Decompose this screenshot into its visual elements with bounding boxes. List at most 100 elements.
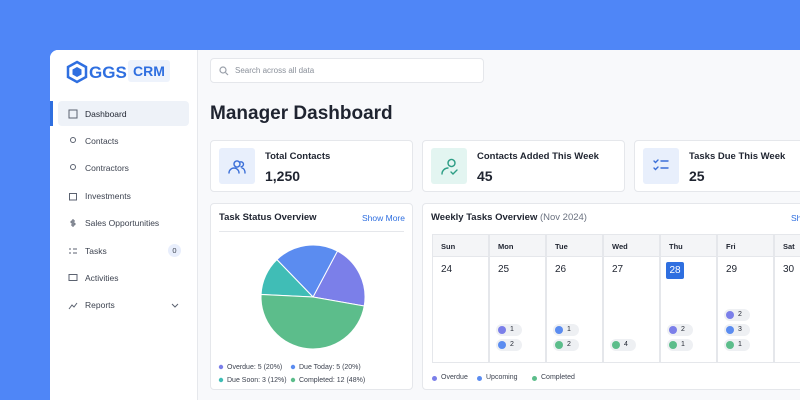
nav-item[interactable]: Contractors xyxy=(58,156,189,181)
event-dot xyxy=(669,326,677,334)
legend-swatch xyxy=(477,376,482,381)
day-header: Wed xyxy=(603,234,660,257)
day-cell[interactable]: 26 1 2 xyxy=(546,257,603,363)
event-badge[interactable]: 1 xyxy=(496,324,522,336)
nav-label: Investments xyxy=(85,190,131,201)
sidebar: GGS CRM Dashboard Contacts Contractors Inve… xyxy=(50,50,198,400)
icon-shape xyxy=(68,273,78,281)
nav-chevron xyxy=(171,303,179,308)
event-dot xyxy=(669,341,677,349)
nav-label: Tasks xyxy=(85,245,107,256)
nav-label: Activities xyxy=(85,272,119,283)
nav-icon xyxy=(70,219,76,228)
day-date: 27 xyxy=(612,264,624,275)
event-badge[interactable]: 2 xyxy=(553,339,579,351)
event-badge[interactable]: 3 xyxy=(724,324,750,336)
day-date: 28 xyxy=(666,262,684,279)
event-count: 3 xyxy=(738,326,742,333)
show-more[interactable]: Show More xyxy=(362,213,405,223)
stat-icon xyxy=(431,148,467,184)
card-subtitle: (Nov 2024) xyxy=(539,212,587,223)
stat-label: Total Contacts xyxy=(265,151,331,162)
icon-shape xyxy=(70,136,76,143)
event-dot xyxy=(498,341,506,349)
event-badge[interactable]: 1 xyxy=(553,324,579,336)
nav-item[interactable]: Sales Opportunities xyxy=(58,211,189,236)
legend-label: Overdue xyxy=(441,374,468,381)
event-badge[interactable]: 1 xyxy=(724,339,750,351)
day-date: 25 xyxy=(498,264,510,275)
pie-slice xyxy=(312,250,366,307)
day-header: Mon xyxy=(489,234,546,257)
stat-label: Contacts Added This Week xyxy=(477,151,599,162)
stat-card: Total Contacts 1,250 xyxy=(210,140,413,192)
day-date: 24 xyxy=(441,264,453,275)
icon-glyph xyxy=(441,158,458,175)
pie-chart: Overdue: 5 (20%) Due Today: 5 (20%) Due So… xyxy=(218,244,366,384)
event-count: 1 xyxy=(510,326,514,333)
day-cell[interactable]: 24 xyxy=(432,257,489,363)
card-title: Task Status Overview xyxy=(219,212,317,223)
nav-icon xyxy=(70,136,76,143)
event-dot xyxy=(555,326,563,334)
nav-icon xyxy=(69,192,77,201)
legend-swatch xyxy=(218,377,224,383)
legend-swatch xyxy=(290,364,296,370)
icon-shape xyxy=(69,248,77,253)
stat-value: 25 xyxy=(689,168,705,184)
search-box[interactable]: Search across all data xyxy=(210,58,484,83)
stat-value: 45 xyxy=(477,168,493,184)
icon-shape xyxy=(69,192,77,201)
event-badge[interactable]: 2 xyxy=(724,309,750,321)
nav-item[interactable]: Reports xyxy=(58,293,189,318)
legend-label: Upcoming xyxy=(486,374,518,381)
legend-swatch xyxy=(532,376,537,381)
day-header: Thu xyxy=(660,234,717,257)
nav-icon xyxy=(68,302,78,310)
icon-shape xyxy=(70,219,76,228)
brand-badge: CRM xyxy=(128,60,170,82)
nav-item[interactable]: Investments xyxy=(58,183,189,208)
pie-slice xyxy=(276,244,339,298)
day-cell[interactable]: 25 1 2 xyxy=(489,257,546,363)
nav-item[interactable]: Activities xyxy=(58,265,189,290)
event-count: 1 xyxy=(738,341,742,348)
event-count: 2 xyxy=(681,326,685,333)
search-icon xyxy=(219,66,229,76)
event-dot xyxy=(726,311,734,319)
nav-icon xyxy=(68,109,78,118)
event-count: 2 xyxy=(510,341,514,348)
event-badge[interactable]: 4 xyxy=(610,339,636,351)
nav-badge: 0 xyxy=(168,244,181,257)
chevron xyxy=(171,303,179,308)
legend-label: Due Soon: 3 (12%) xyxy=(227,377,287,384)
day-cell[interactable]: 30 xyxy=(774,257,800,363)
nav-item[interactable]: Contacts xyxy=(58,128,189,153)
event-badge[interactable]: 2 xyxy=(667,324,693,336)
event-badge[interactable]: 2 xyxy=(496,339,522,351)
day-cell[interactable]: 27 4 xyxy=(603,257,660,363)
day-cell[interactable]: 28 2 1 xyxy=(660,257,717,363)
legend-label: Due Today: 5 (20%) xyxy=(299,364,361,371)
nav-icon xyxy=(68,273,78,281)
legend-swatch xyxy=(218,364,224,370)
icon-glyph xyxy=(653,159,669,171)
stat-card: Tasks Due This Week 25 xyxy=(634,140,800,192)
nav-item[interactable]: Tasks 0 xyxy=(58,238,189,263)
legend-label: Completed xyxy=(541,374,575,381)
stat-label: Tasks Due This Week xyxy=(689,151,786,162)
card-title-text: Weekly Tasks Overview xyxy=(431,212,538,223)
icon-shape xyxy=(68,109,78,118)
event-dot xyxy=(726,341,734,349)
event-badge[interactable]: 1 xyxy=(667,339,693,351)
nav-icon xyxy=(70,164,76,171)
icon-shape xyxy=(68,302,78,310)
day-cell[interactable]: 29 2 3 1 xyxy=(717,257,774,363)
show-more[interactable]: Show More xyxy=(791,213,800,223)
day-date: 26 xyxy=(555,264,567,275)
nav-item[interactable]: Dashboard xyxy=(58,101,189,126)
divider xyxy=(219,231,404,232)
pie-slice xyxy=(260,293,365,350)
legend-label: Completed: 12 (48%) xyxy=(299,377,365,384)
